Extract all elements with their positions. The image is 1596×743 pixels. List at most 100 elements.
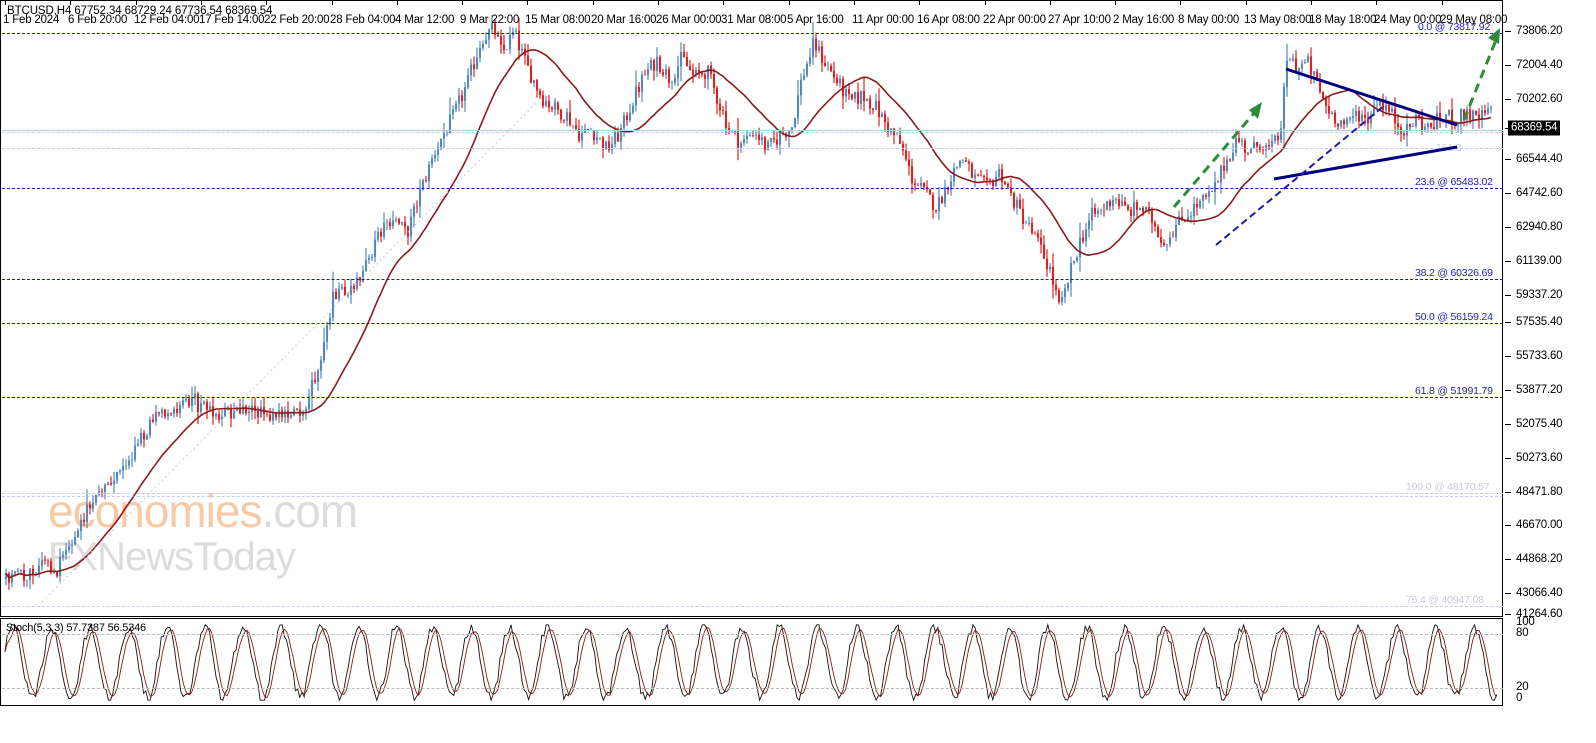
price-axis-label: 66544.40 <box>1516 153 1563 165</box>
bullish-arrow-left <box>1172 102 1262 208</box>
pennant-upper-line[interactable] <box>1285 67 1458 127</box>
stoch-line <box>4 623 1498 702</box>
fib-line-1000 <box>2 493 1503 494</box>
price-axis-label: 59337.20 <box>1516 289 1563 301</box>
fib-label-764: 76.4 @ 40947.08 <box>1406 594 1484 606</box>
time-axis-label: 20 Mar 16:00 <box>591 14 657 26</box>
time-axis-label: 18 May 18:00 <box>1309 14 1377 26</box>
bullish-arrow-right <box>1462 28 1500 121</box>
stochastic-plot-area[interactable] <box>2 620 1503 705</box>
time-axis-label: 24 May 00:00 <box>1374 14 1442 26</box>
time-axis-tick <box>1050 0 1051 5</box>
time-axis-label: 12 Feb 04:00 <box>134 14 200 26</box>
stochastic-axis: 100 80 20 0 <box>1503 616 1596 706</box>
time-axis-label: 8 May 00:00 <box>1178 14 1240 26</box>
time-axis-label: 28 Feb 04:00 <box>330 14 396 26</box>
time-axis-label: 1 Feb 2024 <box>3 14 60 26</box>
price-axis-tick <box>1505 390 1511 391</box>
time-axis-tick <box>723 0 724 5</box>
grid-line <box>2 496 1503 497</box>
fib-line-382 <box>2 279 1503 280</box>
time-axis-label: 17 Feb 14:00 <box>199 14 265 26</box>
moving-average-line <box>5 48 1492 579</box>
price-axis-tick <box>1505 322 1511 323</box>
time-axis-tick <box>462 0 463 5</box>
fib-label-500: 50.0 @ 56159.24 <box>1415 311 1493 323</box>
time-axis-label: 11 Apr 00:00 <box>852 14 914 26</box>
long-term-trendline <box>41 96 543 603</box>
price-axis-label: 62940.80 <box>1516 221 1563 233</box>
price-axis-tick <box>1505 65 1511 66</box>
stoch-axis-label: 100 <box>1516 616 1535 628</box>
fib-line-0 <box>2 33 1503 34</box>
price-axis-tick <box>1505 227 1511 228</box>
fib-line-500 <box>2 323 1503 324</box>
price-axis-label: 73806.20 <box>1516 25 1563 37</box>
stochastic-panel[interactable]: Stoch(5,3,3) 57.7387 56.5346 <box>0 618 1503 706</box>
rising-trendline[interactable] <box>1215 104 1386 246</box>
price-axis-tick <box>1505 159 1511 160</box>
time-axis[interactable]: 1 Feb 2024 6 Feb 20:00 12 Feb 04:00 17 Feb … <box>0 0 1507 38</box>
price-plot-area[interactable]: 0.0 @ 73817.92 23.6 @ 65483.02 38.2 @ 60… <box>2 2 1503 616</box>
price-axis-label: 41264.60 <box>1516 608 1563 620</box>
time-axis-tick <box>593 0 594 5</box>
time-axis-tick <box>789 0 790 5</box>
time-axis-tick <box>201 0 202 5</box>
pennant-lower-line[interactable] <box>1273 145 1458 181</box>
price-axis-tick <box>1505 424 1511 425</box>
price-axis[interactable]: 73806.20 72004.40 70202.60 66544.40 64742.60… <box>1503 0 1596 620</box>
time-axis-label: 27 Apr 10:00 <box>1048 14 1111 26</box>
stochastic-title: Stoch(5,3,3) 57.7387 56.5346 <box>6 622 146 634</box>
current-price-line <box>2 130 1503 131</box>
time-axis-tick <box>1376 0 1377 5</box>
price-axis-tick <box>1505 193 1511 194</box>
price-axis-tick <box>1505 99 1511 100</box>
time-axis-tick <box>985 0 986 5</box>
price-axis-tick <box>1505 614 1511 615</box>
stoch-axis-label: 20 <box>1516 681 1529 693</box>
price-panel[interactable]: 0.0 @ 73817.92 23.6 @ 65483.02 38.2 @ 60… <box>0 0 1503 617</box>
price-axis-label: 48471.80 <box>1516 486 1563 498</box>
time-axis-tick <box>658 0 659 5</box>
price-axis-tick <box>1505 559 1511 560</box>
price-axis-tick <box>1505 458 1511 459</box>
price-axis-tick <box>1505 525 1511 526</box>
fib-label-618: 61.8 @ 51991.79 <box>1415 385 1493 397</box>
time-axis-tick <box>332 0 333 5</box>
fib-line-1618 <box>2 148 1503 149</box>
drawing-overlay[interactable] <box>2 2 1503 616</box>
price-axis-label: 57535.40 <box>1516 316 1563 328</box>
price-axis-tick <box>1505 356 1511 357</box>
time-axis-tick <box>70 0 71 5</box>
price-axis-label: 50273.60 <box>1516 452 1563 464</box>
price-axis-label: 61139.00 <box>1516 255 1562 267</box>
stoch-axis-label: 0 <box>1516 692 1523 704</box>
time-axis-label: 26 Mar 00:00 <box>656 14 722 26</box>
time-axis-tick <box>854 0 855 5</box>
time-axis-tick <box>266 0 267 5</box>
fib-line-236 <box>2 188 1503 189</box>
price-axis-tick <box>1505 492 1511 493</box>
time-axis-label: 2 May 16:00 <box>1113 14 1175 26</box>
price-axis-label: 46670.00 <box>1516 519 1563 531</box>
last-price-badge: 68369.54 <box>1508 120 1561 136</box>
price-axis-tick <box>1505 295 1511 296</box>
price-axis-label: 64742.60 <box>1516 187 1563 199</box>
time-axis-tick <box>1180 0 1181 5</box>
time-axis-tick <box>397 0 398 5</box>
time-axis-label: 22 Apr 00:00 <box>983 14 1046 26</box>
time-axis-tick <box>1442 0 1443 5</box>
fib-line-618 <box>2 397 1503 398</box>
time-axis-tick <box>5 0 6 5</box>
stoch-level-20 <box>2 688 1503 689</box>
time-axis-tick <box>1115 0 1116 5</box>
time-axis-label: 15 Mar 08:00 <box>525 14 591 26</box>
price-axis-label: 70202.60 <box>1516 93 1563 105</box>
time-axis-tick <box>527 0 528 5</box>
time-axis-label: 4 Mar 12:00 <box>395 14 455 26</box>
fib-label-0: 0.0 @ 73817.92 <box>1418 21 1491 33</box>
price-axis-label: 72004.40 <box>1516 59 1563 71</box>
price-axis-label: 44868.20 <box>1516 553 1563 565</box>
time-axis-label: 13 May 08:00 <box>1244 14 1312 26</box>
